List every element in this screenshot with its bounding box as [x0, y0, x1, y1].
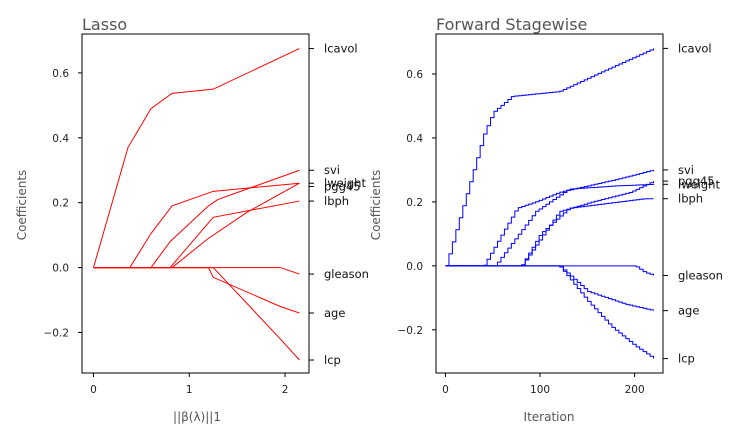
- stagewise-y-axis-label: Coefficients: [369, 170, 383, 241]
- lasso-x-tick-label: 0: [90, 384, 97, 396]
- lasso-x-tick-label: 2: [282, 384, 289, 396]
- lasso-end-label-lcavol: lcavol: [324, 42, 358, 56]
- stagewise-series-gleason: [445, 266, 653, 276]
- stagewise-end-label-age: age: [678, 304, 699, 318]
- lasso-title: Lasso: [82, 15, 127, 34]
- stagewise-title: Forward Stagewise: [436, 15, 587, 34]
- stagewise-series-pgg45: [445, 181, 653, 266]
- lasso-series-lcavol: [93, 49, 299, 268]
- stagewise-x-axis-label: Iteration: [524, 410, 575, 424]
- lasso-end-label-gleason: gleason: [324, 267, 369, 281]
- stagewise-panel: Forward Stagewise Iteration Coefficients…: [369, 15, 723, 424]
- stagewise-end-label-lweight: lweight: [678, 177, 720, 191]
- stagewise-end-label-lbph: lbph: [678, 192, 703, 206]
- lasso-x-axis-label: ||β(λ)||1: [173, 410, 221, 424]
- stagewise-x-tick-label: 100: [530, 384, 550, 396]
- stagewise-x-tick-label: 0: [442, 384, 449, 396]
- stagewise-series-lcp: [445, 266, 653, 359]
- stagewise-series-svi: [445, 170, 653, 266]
- lasso-series-gleason: [93, 268, 299, 274]
- lasso-end-label-pgg45: pgg45: [324, 179, 361, 193]
- lasso-y-tick-label: 0.6: [52, 68, 69, 80]
- lasso-series-age: [93, 268, 299, 313]
- lasso-y-axis-label: Coefficients: [15, 170, 29, 241]
- lasso-y-tick-label: −0.2: [44, 327, 70, 339]
- lasso-y-tick-label: 0.2: [52, 198, 69, 210]
- stagewise-y-tick-label: 0.4: [406, 133, 423, 145]
- lasso-y-tick-label: 0.4: [52, 133, 69, 145]
- stagewise-end-label-lcp: lcp: [678, 352, 695, 366]
- lasso-series-lbph: [93, 201, 299, 268]
- lasso-y-tick-label: 0.0: [52, 263, 69, 275]
- stagewise-end-label-lcavol: lcavol: [678, 41, 712, 55]
- lasso-panel: Lasso ||β(λ)||1 Coefficients 0 1 2 −0.2 0.0 0…: [15, 15, 369, 424]
- lasso-axes-frame: [82, 34, 309, 373]
- lasso-end-label-svi: svi: [324, 163, 340, 177]
- stagewise-series-age: [445, 266, 653, 311]
- stagewise-x-tick-label: 200: [625, 384, 645, 396]
- stagewise-series-lbph: [445, 199, 653, 266]
- stagewise-y-tick-label: 0.2: [406, 197, 423, 209]
- lasso-series-lcp: [93, 268, 299, 360]
- stagewise-y-tick-label: −0.2: [398, 325, 424, 337]
- lasso-series-svi: [93, 170, 299, 267]
- stagewise-series-lcavol: [445, 48, 653, 265]
- stagewise-y-tick-label: 0.6: [406, 69, 423, 81]
- stagewise-end-label-gleason: gleason: [678, 268, 723, 282]
- lasso-end-label-lbph: lbph: [324, 194, 349, 208]
- lasso-x-tick-label: 1: [186, 384, 193, 396]
- lasso-end-label-age: age: [324, 306, 345, 320]
- lasso-series-pgg45: [93, 183, 299, 267]
- lasso-end-label-lcp: lcp: [324, 353, 341, 367]
- lasso-series-lweight: [93, 183, 299, 267]
- stagewise-y-tick-label: 0.0: [406, 261, 423, 273]
